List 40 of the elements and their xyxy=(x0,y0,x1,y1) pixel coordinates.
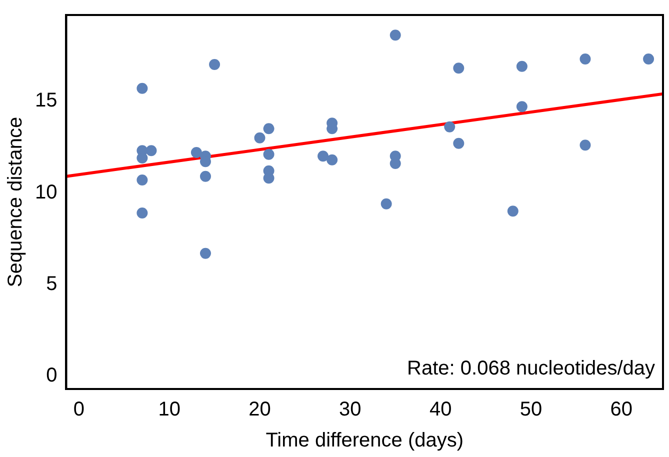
point xyxy=(263,148,274,160)
point xyxy=(444,121,456,132)
annotation: Rate: 0.068 nucleotides/day xyxy=(407,358,655,380)
x-tick-label: 10 xyxy=(158,398,180,421)
x-tick-label: 60 xyxy=(610,398,633,421)
point xyxy=(326,154,338,166)
point xyxy=(146,145,157,156)
x-axis-title: Time difference (days) xyxy=(266,430,464,452)
point xyxy=(136,152,148,164)
point xyxy=(200,248,211,259)
y-axis-title: Sequence distance xyxy=(4,116,27,288)
x-tick-label: 40 xyxy=(429,398,452,421)
point xyxy=(136,174,148,186)
y-tick-label: 10 xyxy=(34,181,58,204)
point xyxy=(453,62,464,74)
point xyxy=(453,138,464,149)
point xyxy=(254,132,266,144)
point xyxy=(263,123,274,134)
x-tick-label: 20 xyxy=(248,398,271,421)
point xyxy=(200,170,211,182)
y-tick-label: 15 xyxy=(34,90,58,112)
point xyxy=(643,54,654,64)
y-tick-label: 0 xyxy=(46,364,58,387)
point xyxy=(136,208,148,218)
x-tick-label: 30 xyxy=(339,398,362,421)
y-tick-label: 5 xyxy=(46,273,58,296)
point xyxy=(380,198,392,210)
point xyxy=(190,147,202,158)
point xyxy=(390,30,401,41)
point xyxy=(390,158,401,169)
point xyxy=(516,60,528,72)
point xyxy=(136,82,148,94)
point xyxy=(580,140,591,151)
point xyxy=(516,101,528,112)
x-tick-label: 50 xyxy=(520,398,542,421)
point xyxy=(507,206,518,217)
x-tick-label: 0 xyxy=(73,398,84,421)
point xyxy=(209,59,220,70)
point xyxy=(580,54,591,64)
point xyxy=(318,150,329,162)
